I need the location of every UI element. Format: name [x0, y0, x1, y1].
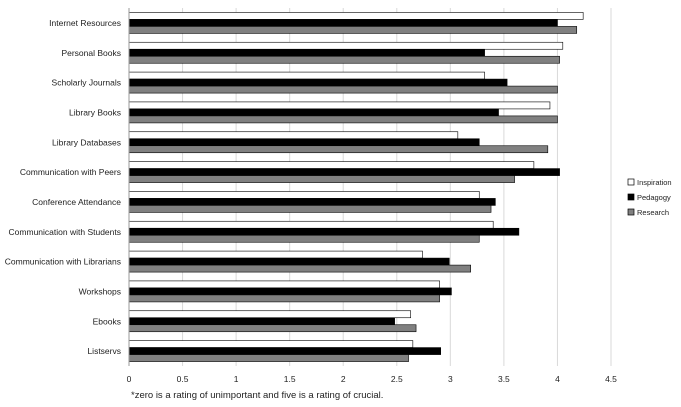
- bar-inspiration: [128, 340, 414, 348]
- legend-label-research: Research: [637, 208, 669, 217]
- bar-research: [128, 234, 480, 243]
- bar-pedagogy: [128, 48, 485, 57]
- bar-inspiration: [128, 250, 423, 259]
- bar-inspiration: [128, 310, 412, 319]
- legend-label-inspiration: Inspiration: [637, 178, 672, 187]
- bar-inspiration: [128, 131, 459, 140]
- bars: [128, 12, 584, 362]
- category-label: Scholarly Journals: [52, 78, 121, 88]
- category-label: Communication with Peers: [20, 167, 121, 177]
- category-label: Workshops: [79, 286, 121, 296]
- x-tick-label: 0: [127, 374, 132, 384]
- bar-pedagogy: [128, 78, 508, 87]
- category-labels: Internet Resources Personal Books Scholarl…: [5, 18, 121, 356]
- bar-pedagogy: [128, 347, 441, 355]
- bar-research: [128, 145, 549, 154]
- bar-pedagogy: [128, 168, 560, 176]
- x-tick-label: 3: [448, 374, 453, 384]
- legend-swatch-pedagogy: [627, 193, 635, 201]
- bar-inspiration: [128, 280, 440, 289]
- bar-inspiration: [128, 101, 551, 110]
- bar-inspiration: [128, 161, 535, 169]
- bar-pedagogy: [128, 257, 450, 266]
- bar-research: [128, 85, 558, 94]
- x-tick-label: 2: [341, 374, 346, 384]
- x-tick-label: 0.5: [177, 374, 189, 384]
- bar-research: [128, 115, 558, 124]
- bar-inspiration: [128, 41, 564, 50]
- category-label: Library Books: [69, 107, 121, 117]
- bar-inspiration: [128, 71, 485, 80]
- category-label: Personal Books: [61, 48, 121, 58]
- x-tick-label: 1: [234, 374, 239, 384]
- bar-research: [128, 354, 409, 362]
- x-tick-label: 3.5: [498, 374, 510, 384]
- gridlines: [182, 8, 612, 366]
- x-tick-label: 2.5: [391, 374, 403, 384]
- legend-label-pedagogy: Pedagogy: [637, 193, 671, 202]
- x-tick-label: 4: [555, 374, 560, 384]
- category-label: Communication with Librarians: [5, 257, 121, 267]
- category-label: Ebooks: [93, 316, 121, 326]
- bar-pedagogy: [128, 287, 452, 296]
- category-label: Communication with Students: [9, 227, 121, 237]
- bar-inspiration: [128, 220, 494, 229]
- bar-pedagogy: [128, 138, 480, 147]
- legend: Inspiration Pedagogy Research: [627, 178, 672, 217]
- category-label: Library Databases: [52, 137, 121, 147]
- bar-pedagogy: [128, 317, 395, 326]
- x-tick-labels: 0 0.5 1 1.5 2 2.5 3 3.5 4 4.5: [127, 374, 618, 384]
- legend-swatch-research: [627, 208, 635, 216]
- bar-research: [128, 264, 471, 273]
- bar-research: [128, 324, 417, 333]
- bar-pedagogy: [128, 198, 496, 206]
- bar-pedagogy: [128, 108, 499, 117]
- bar-research: [128, 205, 492, 213]
- bar-pedagogy: [128, 19, 558, 27]
- bar-research: [128, 175, 515, 183]
- category-label: Internet Resources: [49, 18, 121, 28]
- x-tick-label: 4.5: [605, 374, 617, 384]
- bar-pedagogy: [128, 227, 520, 236]
- category-label: Conference Attendance: [32, 197, 121, 207]
- footnote: *zero is a rating of unimportant and fiv…: [131, 390, 384, 401]
- bar-inspiration: [128, 12, 584, 20]
- bar-research: [128, 26, 578, 34]
- bar-research: [128, 294, 440, 303]
- bar-inspiration: [128, 191, 480, 199]
- x-tick-label: 1.5: [284, 374, 296, 384]
- bar-research: [128, 55, 560, 64]
- legend-swatch-inspiration: [627, 178, 635, 186]
- category-label: Listservs: [87, 346, 121, 356]
